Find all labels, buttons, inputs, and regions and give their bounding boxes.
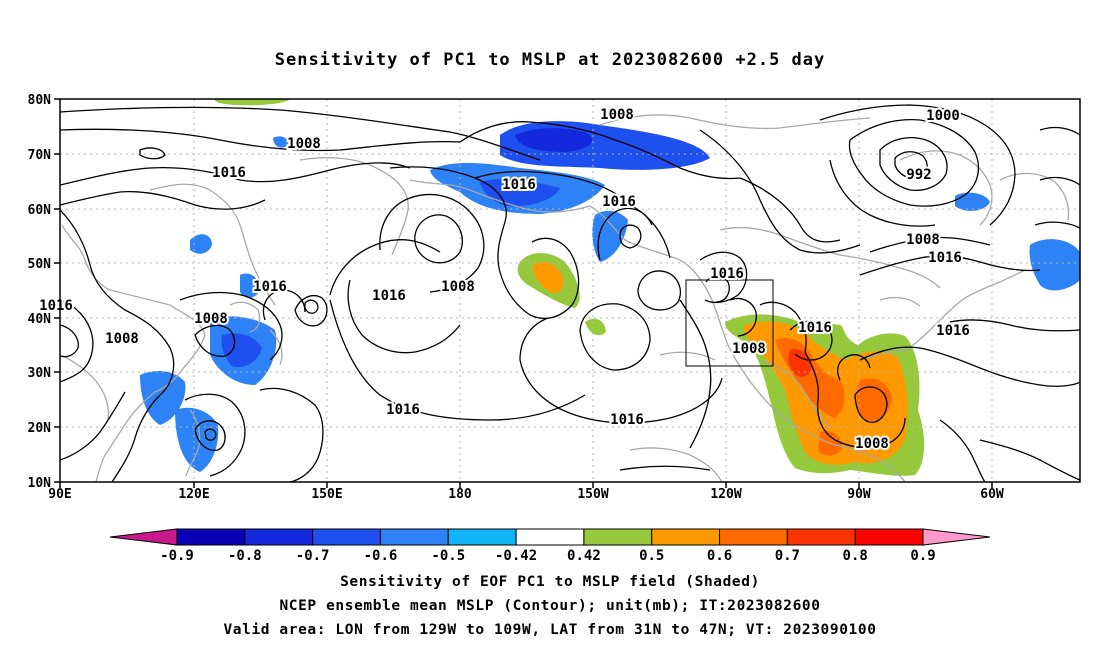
contour-label: 1016 — [710, 266, 744, 282]
map-border — [59, 98, 1081, 483]
valid-area-box — [685, 279, 774, 367]
contour-labels: 1008 1016 1000 992 1016 1008 1016 1016 1… — [37, 105, 972, 454]
contour-label: 1008 — [600, 107, 634, 123]
colorbar-swatch — [786, 528, 856, 546]
contour-label: 1016 — [936, 323, 970, 339]
contour-label: 1008 — [441, 279, 475, 295]
contour-label: 1016 — [502, 177, 536, 193]
contour-label: 1008 — [906, 232, 940, 248]
colorbar-label: -0.5 — [431, 548, 465, 564]
lat-tick-label: 20N — [28, 421, 52, 436]
colorbar-swatch — [515, 528, 585, 546]
contour-label: 1016 — [39, 298, 73, 314]
colorbar-swatch — [651, 528, 721, 546]
colorbar-label: 0.5 — [639, 548, 664, 564]
contour-label: 992 — [906, 167, 931, 183]
contour-label: 1016 — [253, 279, 287, 295]
lat-tick-label: 50N — [28, 257, 52, 272]
colorbar-label: 0.6 — [707, 548, 732, 564]
contour-label: 1016 — [928, 250, 962, 266]
colorbar-label: 0.9 — [910, 548, 935, 564]
latitude-tick-labels: 80N 70N 60N 50N 40N 30N 20N 10N — [28, 93, 52, 491]
colorbar-swatch — [719, 528, 788, 546]
colorbar-label: 0.7 — [775, 548, 800, 564]
colorbar-swatch — [583, 528, 653, 546]
longitude-tick-labels: 90E 120E 150E 180 150W 120W 90W 60W — [48, 487, 1004, 502]
coastlines — [61, 114, 1070, 482]
footer-line-2: NCEP ensemble mean MSLP (Contour); unit(… — [279, 598, 821, 614]
lon-tick-label: 150E — [311, 487, 342, 502]
lat-tick-label: 30N — [28, 366, 52, 381]
colorbar-swatch — [447, 528, 517, 546]
colorbar-swatch — [312, 528, 381, 546]
colorbar-label: -0.42 — [495, 548, 537, 564]
lon-tick-label: 180 — [448, 487, 472, 502]
contour-label: 1008 — [855, 436, 889, 452]
colorbar-max-triangle — [922, 528, 991, 546]
contour-label: 1016 — [798, 320, 832, 336]
colorbar-label: -0.8 — [228, 548, 262, 564]
contour-label: 1000 — [926, 108, 960, 124]
colorbar-label: -0.7 — [296, 548, 330, 564]
lat-tick-label: 60N — [28, 203, 52, 218]
lat-tick-label: 10N — [28, 476, 52, 491]
lat-tick-label: 70N — [28, 148, 52, 163]
colorbar-label: -0.6 — [364, 548, 398, 564]
colorbar-label: -0.9 — [160, 548, 194, 564]
contour-label: 1016 — [602, 194, 636, 210]
contour-label: 1008 — [732, 341, 766, 357]
lon-tick-label: 150W — [577, 487, 608, 502]
colorbar: -0.9 -0.8 -0.7 -0.6 -0.5 -0.42 0.42 0.5 0.6 0.7 0.… — [109, 528, 991, 564]
colorbar-swatch — [854, 528, 924, 546]
lat-tick-label: 80N — [28, 93, 52, 108]
colorbar-label: 0.42 — [567, 548, 601, 564]
contour-label: 1016 — [386, 402, 420, 418]
contour-label: 1016 — [610, 412, 644, 428]
colorbar-swatch — [176, 528, 246, 546]
negative-sensitivity-shading — [140, 121, 1080, 472]
lon-tick-label: 90E — [48, 487, 71, 502]
contour-label: 1008 — [287, 136, 321, 152]
colorbar-min-triangle — [109, 528, 178, 546]
axis-ticks — [54, 98, 993, 488]
lon-tick-label: 120W — [710, 487, 741, 502]
mslp-contours — [60, 104, 1080, 482]
contour-label: 1016 — [212, 165, 246, 181]
colorbar-swatch — [244, 528, 314, 546]
lon-tick-label: 60W — [980, 487, 1004, 502]
contour-label: 1008 — [194, 311, 228, 327]
lon-tick-label: 90W — [847, 487, 871, 502]
colorbar-label: 0.8 — [843, 548, 868, 564]
footer-line-1: Sensitivity of EOF PC1 to MSLP field (Sh… — [340, 574, 760, 590]
lat-tick-label: 40N — [28, 312, 52, 327]
colorbar-swatch — [379, 528, 449, 546]
contour-label: 1008 — [105, 331, 139, 347]
lon-tick-label: 120E — [178, 487, 209, 502]
plot-title: Sensitivity of PC1 to MSLP at 2023082600… — [274, 50, 826, 70]
footer-line-3: Valid area: LON from 129W to 109W, LAT f… — [223, 622, 877, 638]
contour-label: 1016 — [372, 288, 406, 304]
